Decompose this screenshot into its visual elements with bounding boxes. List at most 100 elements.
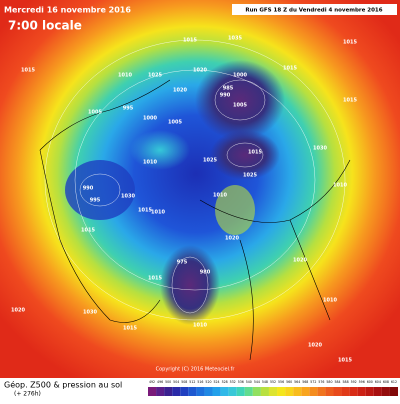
scale-label: 588 xyxy=(343,380,349,384)
pressure-label: 1010 xyxy=(193,323,207,329)
pressure-label: 1005 xyxy=(168,120,182,126)
ridge-blob xyxy=(130,130,190,170)
pressure-label: 1015 xyxy=(283,66,297,72)
scale-label: 576 xyxy=(318,380,324,384)
scale-swatch xyxy=(365,387,374,396)
scale-label: 556 xyxy=(278,380,284,384)
pressure-label: 1030 xyxy=(83,310,97,316)
scale-label: 592 xyxy=(351,380,357,384)
scale-label: 596 xyxy=(359,380,365,384)
scale-swatch xyxy=(317,387,326,396)
scale-swatch xyxy=(309,387,318,396)
pressure-label: 1000 xyxy=(143,116,157,122)
scale-swatch xyxy=(301,387,310,396)
scale-swatch xyxy=(268,387,278,396)
pressure-label: 1005 xyxy=(88,110,102,116)
scale-swatch xyxy=(220,387,229,396)
pressure-label: 1025 xyxy=(148,73,162,79)
pressure-label: 1015 xyxy=(148,276,162,282)
pressure-label: 1020 xyxy=(225,236,239,242)
copyright: Copyright (C) 2016 Meteociel.fr xyxy=(156,367,236,373)
pressure-label: 1015 xyxy=(21,68,35,74)
pressure-label: 1015 xyxy=(123,326,137,332)
low-blob xyxy=(210,130,280,180)
pressure-label: 1020 xyxy=(193,68,207,74)
scale-swatch xyxy=(293,387,302,396)
pressure-label: 1030 xyxy=(121,194,135,200)
scale-swatch xyxy=(277,387,286,396)
scale-label: 560 xyxy=(286,380,292,384)
pressure-label: 1010 xyxy=(333,183,347,189)
scale-swatch xyxy=(204,387,213,396)
pressure-label: 990 xyxy=(83,186,94,192)
scale-label: 508 xyxy=(181,380,187,384)
scale-label: 604 xyxy=(375,380,381,384)
pressure-label: 1030 xyxy=(313,146,327,152)
pressure-label: 1020 xyxy=(293,258,307,264)
scale-swatch xyxy=(389,387,398,396)
scale-label: 536 xyxy=(238,380,244,384)
scale-swatch xyxy=(260,387,269,396)
scale-label: 548 xyxy=(262,380,268,384)
scale-swatch xyxy=(333,387,342,396)
pressure-label: 1035 xyxy=(228,36,242,42)
pressure-label: 1015 xyxy=(81,228,95,234)
scale-label: 608 xyxy=(383,380,389,384)
run-box xyxy=(232,4,397,15)
pressure-label: 1015 xyxy=(338,358,352,364)
pressure-label: 1020 xyxy=(308,343,322,349)
scale-label: 492 xyxy=(149,380,155,384)
low-blob xyxy=(65,160,135,220)
scale-label: 532 xyxy=(230,380,236,384)
scale-swatch xyxy=(341,387,350,396)
scale-label: 544 xyxy=(254,380,260,384)
scale-swatch xyxy=(212,387,221,396)
pressure-label: 1005 xyxy=(233,103,247,109)
pressure-label: 1025 xyxy=(203,158,217,164)
scale-label: 564 xyxy=(294,380,300,384)
scale-label: 516 xyxy=(197,380,203,384)
scale-label: 524 xyxy=(214,380,220,384)
scale-swatch xyxy=(156,387,165,396)
coastlines xyxy=(39,79,351,361)
scale-label: 568 xyxy=(302,380,308,384)
color-scale: 492 496 500 504 508 512 516 520 524 528 532 536 540 5… xyxy=(148,380,398,396)
scale-label: 520 xyxy=(205,380,211,384)
pressure-label: 1015 xyxy=(183,38,197,44)
pressure-label: 1020 xyxy=(173,88,187,94)
scale-swatch xyxy=(325,387,334,396)
low-blob xyxy=(160,245,220,325)
low-blob xyxy=(195,60,285,140)
pressure-label: 1010 xyxy=(323,298,337,304)
scale-swatch xyxy=(357,387,366,396)
pressure-label: 1010 xyxy=(118,73,132,79)
pressure-label: 990 xyxy=(220,93,231,99)
pressure-label: 1015 xyxy=(138,208,152,214)
pressure-label: 1015 xyxy=(248,150,262,156)
pressure-label: 1015 xyxy=(343,98,357,104)
pressure-label: 1015 xyxy=(343,40,357,46)
scale-swatch xyxy=(196,387,205,396)
scale-swatch xyxy=(252,387,261,396)
time: 7:00 locale xyxy=(8,19,82,33)
scale-swatch xyxy=(349,387,358,396)
scale-label: 500 xyxy=(165,380,171,384)
pressure-label: 975 xyxy=(177,260,188,266)
scale-swatch xyxy=(373,387,382,396)
scale-label: 600 xyxy=(367,380,373,384)
pressure-label: 980 xyxy=(200,270,211,276)
scale-swatch xyxy=(148,387,157,396)
pressure-label: 1020 xyxy=(11,308,25,314)
scale-swatch xyxy=(381,387,390,396)
scale-label: 540 xyxy=(246,380,252,384)
pressure-label: 1000 xyxy=(233,73,247,79)
pressure-label: 1025 xyxy=(243,173,257,179)
scale-label: 580 xyxy=(326,380,332,384)
scale-label: 612 xyxy=(391,380,397,384)
ridge-blob xyxy=(215,185,255,235)
scale-swatch xyxy=(188,387,197,396)
scale-swatch xyxy=(285,387,294,396)
scale-swatch xyxy=(172,387,181,396)
isobars xyxy=(44,39,346,321)
